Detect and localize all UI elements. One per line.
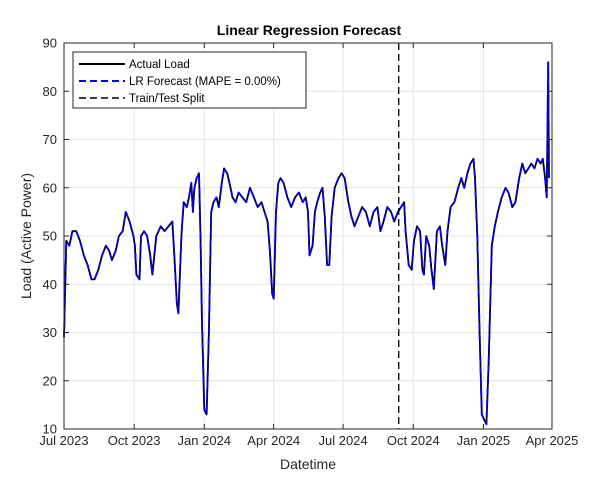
chart-title: Linear Regression Forecast <box>217 22 402 38</box>
y-axis-label: Load (Active Power) <box>18 173 34 299</box>
y-tick-label: 20 <box>43 373 57 388</box>
x-tick-label: Oct 2024 <box>387 433 440 448</box>
series-line-lr-forecast <box>63 61 550 426</box>
x-axis-label: Datetime <box>280 456 336 472</box>
x-tick-label: Jul 2023 <box>39 433 88 448</box>
y-tick-label: 90 <box>43 36 57 51</box>
x-tick-label: Oct 2023 <box>108 433 161 448</box>
y-tick-label: 40 <box>43 277 57 292</box>
legend-box <box>72 51 307 109</box>
legend-label-actual: Actual Load <box>129 59 190 71</box>
y-tick-label: 60 <box>43 180 57 195</box>
x-tick-label: Jul 2024 <box>318 433 367 448</box>
x-tick-label: Jan 2025 <box>457 433 511 448</box>
axis-ticks: 10 20 30 40 50 60 70 80 90 Jul 2023 Oct 2023 Jan 20… <box>39 36 578 449</box>
x-tick-label: Apr 2024 <box>247 433 300 448</box>
x-tick-label: Apr 2025 <box>526 433 579 448</box>
series-layer <box>63 43 550 429</box>
x-tick-label: Jan 2024 <box>178 433 232 448</box>
y-tick-label: 30 <box>43 325 57 340</box>
y-tick-label: 10 <box>43 422 57 437</box>
legend-label-split: Train/Test Split <box>129 93 205 105</box>
y-tick-label: 80 <box>43 84 57 99</box>
legend: Actual Load LR Forecast (MAPE = 0.00%) T… <box>72 51 307 109</box>
legend-label-forecast: LR Forecast (MAPE = 0.00%) <box>129 76 281 88</box>
y-tick-label: 50 <box>43 229 57 244</box>
y-tick-label: 70 <box>43 132 57 147</box>
